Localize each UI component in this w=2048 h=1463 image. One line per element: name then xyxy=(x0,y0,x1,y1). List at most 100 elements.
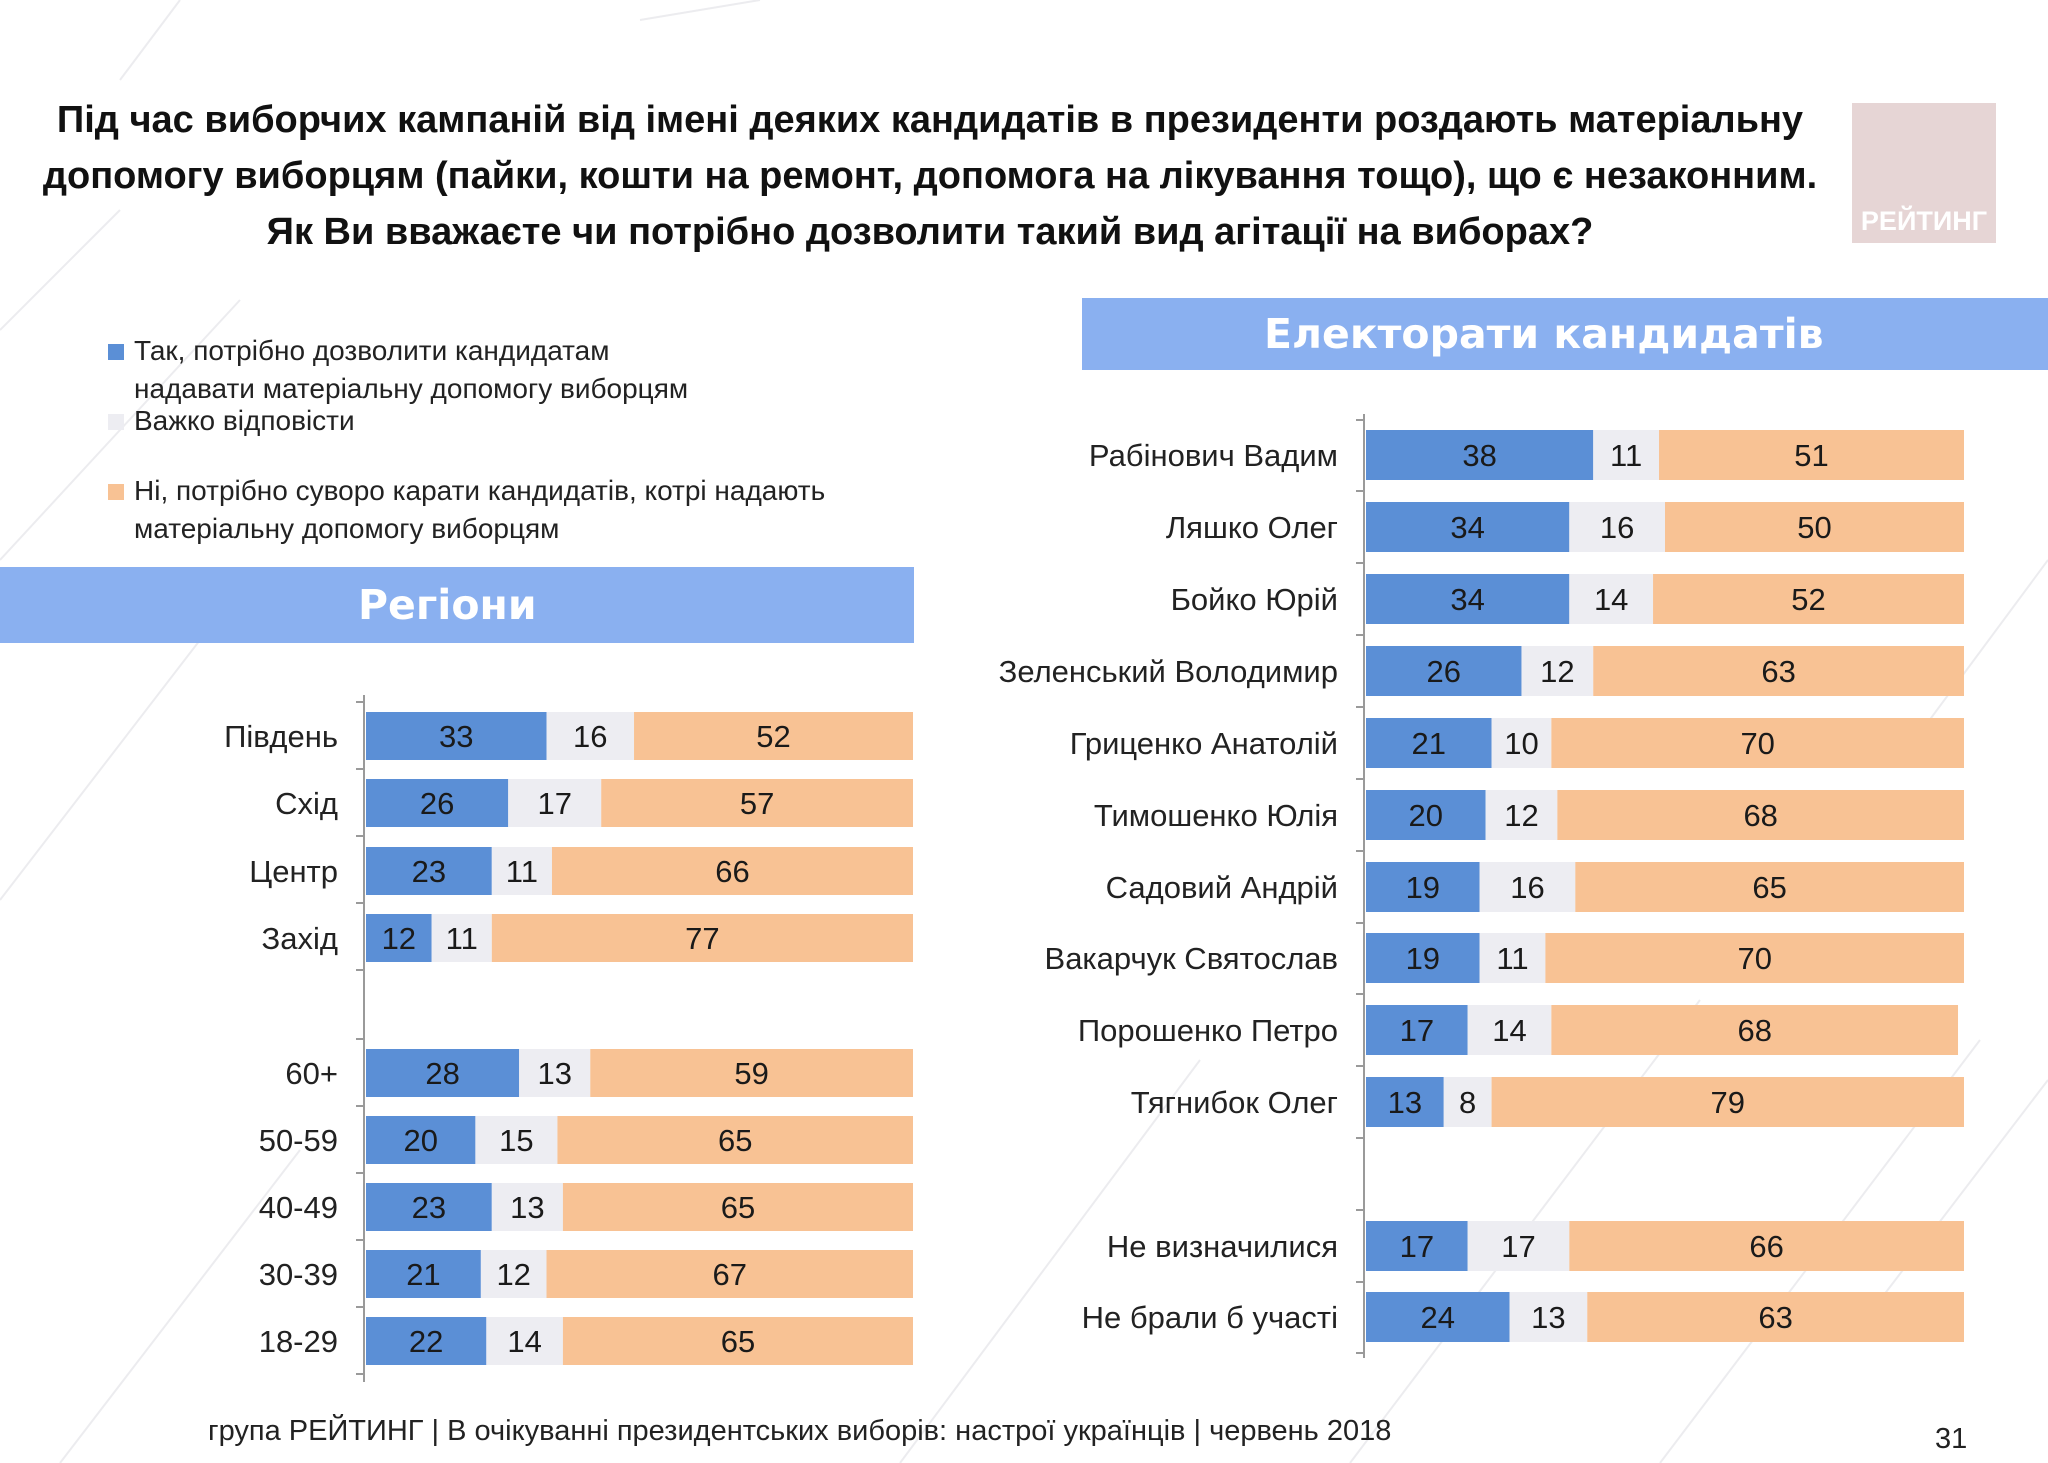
data-label: 17 xyxy=(1501,1229,1535,1264)
data-label: 12 xyxy=(496,1257,530,1292)
category-label-порошенко-петро: Порошенко Петро xyxy=(1078,1013,1338,1048)
data-label: 28 xyxy=(425,1056,459,1091)
bar-segment-hard xyxy=(475,1116,558,1164)
bar-segment-hard xyxy=(1569,502,1665,552)
legend-label-yes: Так, потрібно дозволити кандидатам надав… xyxy=(134,335,689,404)
bar-segment-hard xyxy=(1479,933,1546,983)
bar-segment-no xyxy=(634,712,913,760)
page-number: 31 xyxy=(1935,1423,1968,1455)
category-label-не-брали-б-участі: Не брали б участі xyxy=(1082,1300,1338,1335)
bar-segment-yes xyxy=(1366,502,1570,552)
bar-segment-yes xyxy=(1366,718,1492,768)
bar-segment-hard xyxy=(1521,646,1594,696)
data-label: 57 xyxy=(740,786,774,821)
data-label: 38 xyxy=(1462,438,1496,473)
data-label: 24 xyxy=(1421,1300,1455,1335)
category-label-бойко-юрій: Бойко Юрій xyxy=(1171,582,1338,617)
data-label: 65 xyxy=(718,1123,752,1158)
candidates-banner-text: Електорати кандидатів xyxy=(1264,310,1824,358)
data-label: 65 xyxy=(721,1324,755,1359)
data-label: 17 xyxy=(537,786,571,821)
bar-segment-no xyxy=(557,1116,913,1164)
category-label-тимошенко-юлія: Тимошенко Юлія xyxy=(1094,798,1338,833)
data-label: 77 xyxy=(685,921,719,956)
bar-segment-no xyxy=(1593,646,1964,696)
data-label: 23 xyxy=(412,854,446,889)
data-label: 65 xyxy=(1752,870,1786,905)
bar-segment-no xyxy=(1587,1292,1964,1342)
data-label: 12 xyxy=(382,921,416,956)
bar-segment-no xyxy=(562,1183,913,1231)
bar-segment-yes xyxy=(1366,1221,1468,1271)
bar-segment-yes xyxy=(366,1049,520,1097)
data-label: 11 xyxy=(1610,438,1642,473)
data-label: 63 xyxy=(1758,1300,1792,1335)
category-label-гриценко-анатолій: Гриценко Анатолій xyxy=(1070,726,1338,761)
category-label-рабінович-вадим: Рабінович Вадим xyxy=(1089,438,1338,473)
bar-segment-yes xyxy=(366,914,432,962)
data-label: 59 xyxy=(734,1056,768,1091)
data-label: 33 xyxy=(439,719,473,754)
data-label: 11 xyxy=(446,921,478,956)
data-label: 16 xyxy=(1510,870,1544,905)
data-label: 23 xyxy=(412,1190,446,1225)
category-label-18-29: 18-29 xyxy=(259,1324,338,1359)
bar-segment-yes xyxy=(1366,1077,1444,1127)
data-label: 21 xyxy=(406,1257,440,1292)
bar-segment-hard xyxy=(431,914,492,962)
bar-segment-yes xyxy=(1366,790,1486,840)
bar-segment-no xyxy=(1545,933,1964,983)
bar-segment-hard xyxy=(1491,718,1552,768)
legend-label-hard-to-say: Важко відповісти xyxy=(134,405,355,436)
bar-segment-yes xyxy=(366,712,547,760)
category-label-50-59: 50-59 xyxy=(259,1123,338,1158)
bar-segment-yes xyxy=(1366,1292,1510,1342)
data-label: 70 xyxy=(1740,726,1774,761)
category-label-зеленський-володимир: Зеленський Володимир xyxy=(999,654,1338,689)
bar-segment-yes xyxy=(1366,1005,1468,1055)
data-label: 14 xyxy=(507,1324,541,1359)
data-label: 63 xyxy=(1761,654,1795,689)
legend-swatch-no xyxy=(108,484,124,500)
data-label: 19 xyxy=(1406,941,1440,976)
legend-label-no: Ні, потрібно суворо карати кандидатів, к… xyxy=(134,475,826,544)
data-label: 14 xyxy=(1492,1013,1526,1048)
bar-segment-hard xyxy=(1509,1292,1588,1342)
bar-segment-hard xyxy=(519,1049,591,1097)
data-label: 26 xyxy=(1426,654,1460,689)
bar-segment-no xyxy=(1665,502,1964,552)
bar-segment-hard xyxy=(1593,430,1660,480)
bar-segment-no xyxy=(1653,574,1964,624)
data-label: 12 xyxy=(1540,654,1574,689)
data-label: 34 xyxy=(1450,582,1484,617)
data-label: 68 xyxy=(1743,798,1777,833)
data-label: 26 xyxy=(420,786,454,821)
title-line-3: Як Ви вважаєте чи потрібно дозволити так… xyxy=(266,211,1594,253)
data-label: 20 xyxy=(1409,798,1443,833)
bar-segment-hard xyxy=(1443,1077,1492,1127)
legend-swatch-hard-to-say xyxy=(108,414,124,430)
legend-swatch-yes xyxy=(108,344,124,360)
data-label: 16 xyxy=(1600,510,1634,545)
data-label: 50 xyxy=(1797,510,1831,545)
bar-segment-hard xyxy=(508,779,602,827)
data-label: 11 xyxy=(506,854,538,889)
bar-segment-yes xyxy=(1366,574,1570,624)
category-label-схід: Схід xyxy=(275,786,338,821)
data-label: 68 xyxy=(1737,1013,1771,1048)
bar-segment-no xyxy=(1659,430,1964,480)
category-label-60: 60+ xyxy=(285,1056,338,1091)
category-label-40-49: 40-49 xyxy=(259,1190,338,1225)
category-label-ляшко-олег: Ляшко Олег xyxy=(1166,510,1338,545)
category-label-садовий-андрій: Садовий Андрій xyxy=(1106,870,1338,905)
bar-segment-no xyxy=(546,1250,913,1298)
bar-segment-yes xyxy=(1366,430,1594,480)
data-label: 13 xyxy=(1388,1085,1422,1120)
data-label: 12 xyxy=(1504,798,1538,833)
bar-segment-yes xyxy=(1366,862,1480,912)
bar-segment-no xyxy=(1557,790,1964,840)
data-label: 65 xyxy=(721,1190,755,1225)
data-label: 14 xyxy=(1594,582,1628,617)
